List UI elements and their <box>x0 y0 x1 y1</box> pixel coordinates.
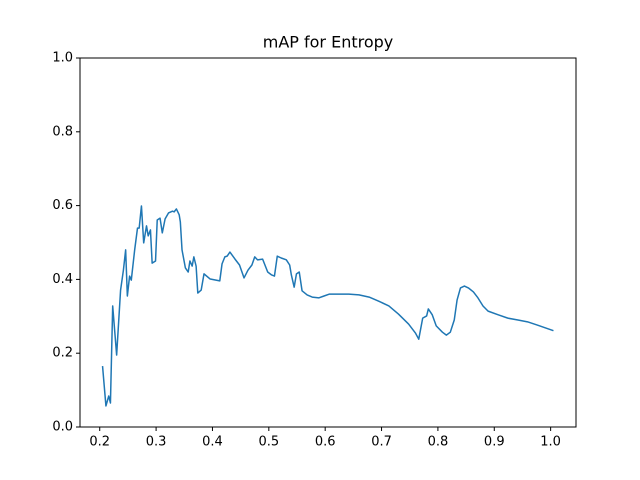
data-line <box>101 205 554 407</box>
x-tick-label: 0.5 <box>258 435 279 450</box>
plot-frame <box>79 57 577 428</box>
y-tick-label: 0.0 <box>52 420 73 435</box>
x-tick-label: 1.0 <box>540 435 561 450</box>
chart-title: mAP for Entropy <box>263 33 394 52</box>
y-tick-label: 1.0 <box>52 51 73 66</box>
x-tick-label: 0.3 <box>146 435 167 450</box>
x-tick-label: 0.8 <box>428 435 449 450</box>
x-tick-label: 0.7 <box>371 435 392 450</box>
y-tick-label: 0.6 <box>52 198 73 213</box>
y-tick-label: 0.2 <box>52 346 73 361</box>
x-tick-label: 0.4 <box>202 435 223 450</box>
x-tick-label: 0.9 <box>484 435 505 450</box>
x-tick-label: 0.6 <box>315 435 336 450</box>
x-tick-label: 0.2 <box>89 435 110 450</box>
y-tick-label: 0.8 <box>52 124 73 139</box>
y-tick-label: 0.4 <box>52 272 73 287</box>
